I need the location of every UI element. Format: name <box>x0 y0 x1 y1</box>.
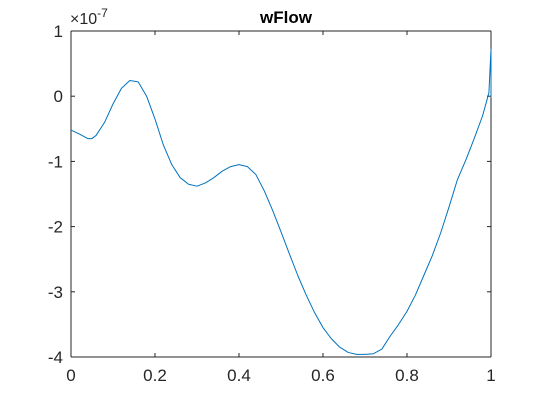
x-axis-ticks <box>70 31 492 357</box>
y-tick-label: 0 <box>54 87 63 106</box>
y-tick-label: 1 <box>54 22 63 41</box>
x-tick-label: 1 <box>486 366 495 385</box>
x-tick-label: 0.4 <box>227 366 251 385</box>
y-axis-tick-labels: 1 0 -1 -2 -3 -4 <box>48 22 63 367</box>
series-group <box>70 48 492 355</box>
y-axis-ticks <box>71 30 491 358</box>
y-exponent-power: -7 <box>97 6 108 20</box>
series-line-0 <box>70 48 492 355</box>
y-tick-label: -1 <box>48 152 63 171</box>
x-tick-label: 0.8 <box>395 366 419 385</box>
y-tick-label: -4 <box>48 348 63 367</box>
x-axis-tick-labels: 0 0.2 0.4 0.6 0.8 1 <box>66 366 495 385</box>
y-tick-label: -2 <box>48 218 63 237</box>
chart-title: wFlow <box>259 8 313 27</box>
x-tick-label: 0.2 <box>143 366 167 385</box>
plot-background <box>71 31 491 357</box>
y-tick-label: -3 <box>48 283 63 302</box>
y-exponent-base: ×10 <box>70 11 97 28</box>
x-tick-label: 0 <box>66 366 75 385</box>
y-exponent-label: ×10-7 <box>70 6 108 28</box>
x-tick-label: 0.6 <box>311 366 335 385</box>
